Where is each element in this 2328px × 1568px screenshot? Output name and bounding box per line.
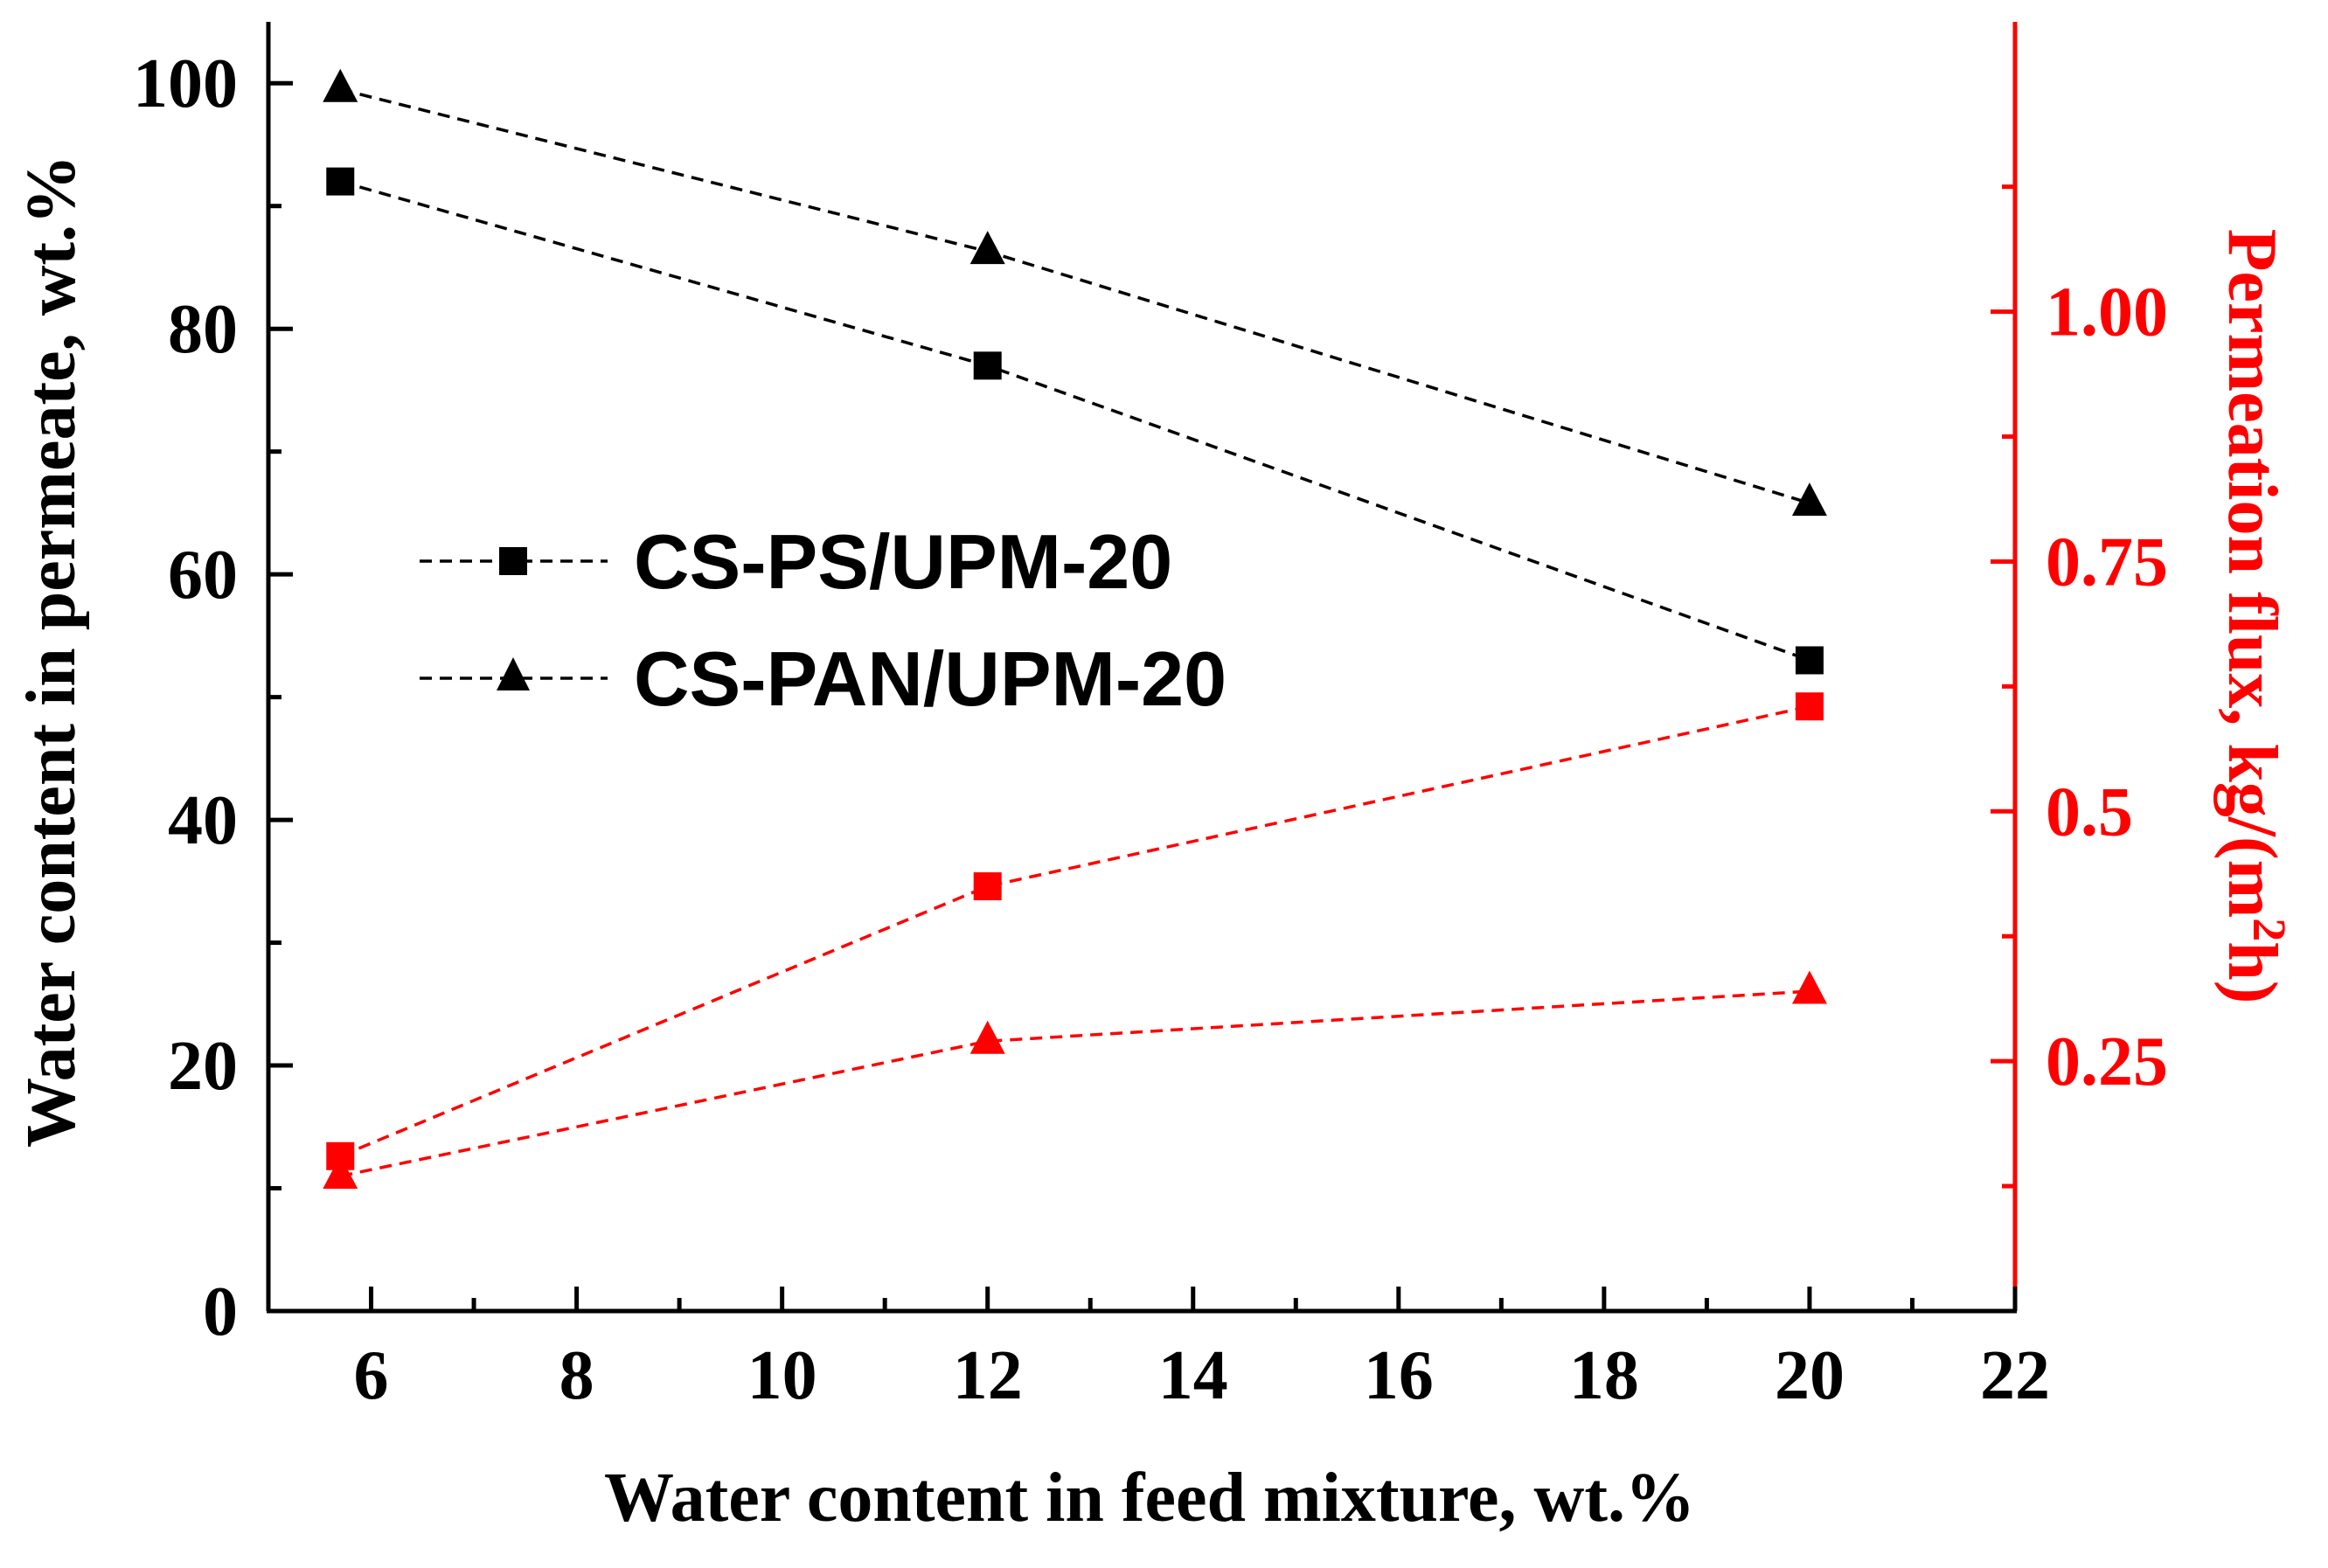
data-point-triangle [969, 1020, 1005, 1054]
y-right-axis-title: Permeation flux, kg/(m2h) [2213, 229, 2296, 1004]
data-point-triangle [1791, 970, 1827, 1004]
legend-marker-triangle [497, 657, 530, 690]
x-tick-label: 20 [1775, 1337, 1845, 1414]
series-line-1 [339, 87, 1810, 505]
y-right-tick-label: 0.75 [2046, 524, 2168, 600]
data-point-square [973, 872, 1002, 901]
data-point-square [1795, 646, 1824, 675]
y-right-tick-label: 0.5 [2046, 774, 2133, 850]
x-tick-label: 22 [1980, 1337, 2050, 1414]
y-left-tick-label: 40 [168, 782, 238, 859]
y-left-tick-label: 60 [168, 537, 238, 614]
data-point-square [326, 167, 355, 196]
legend-marker-square [499, 547, 527, 575]
x-tick-label: 12 [953, 1337, 1023, 1414]
y-left-tick-label: 100 [133, 45, 238, 122]
x-tick-label: 10 [747, 1337, 817, 1414]
x-tick-label: 6 [354, 1337, 389, 1414]
legend-label-cs-ps: CS-PS/UPM-20 [634, 518, 1172, 605]
series-line-2 [339, 704, 1810, 1158]
legend-label-cs-pan: CS-PAN/UPM-20 [634, 635, 1227, 722]
x-axis-title: Water content in feed mixture, wt.% [604, 1460, 1695, 1537]
series-line-3 [339, 989, 1810, 1178]
data-point-triangle [323, 68, 358, 102]
y-left-tick-label: 0 [203, 1273, 238, 1350]
y-left-tick-label: 80 [168, 291, 238, 368]
y-right-tick-label: 1.00 [2046, 274, 2168, 351]
y-right-tick-label: 0.25 [2046, 1023, 2168, 1100]
x-tick-label: 16 [1364, 1337, 1434, 1414]
data-point-triangle [969, 231, 1005, 265]
x-tick-label: 18 [1569, 1337, 1639, 1414]
y-left-tick-label: 20 [168, 1028, 238, 1105]
data-point-triangle [323, 1155, 358, 1190]
x-tick-label: 8 [559, 1337, 594, 1414]
y-left-axis-title: Water content in permeate, wt.% [13, 155, 90, 1148]
data-point-square [973, 351, 1002, 380]
x-tick-label: 14 [1158, 1337, 1228, 1414]
data-point-square [1795, 692, 1824, 721]
data-point-triangle [1791, 482, 1827, 517]
